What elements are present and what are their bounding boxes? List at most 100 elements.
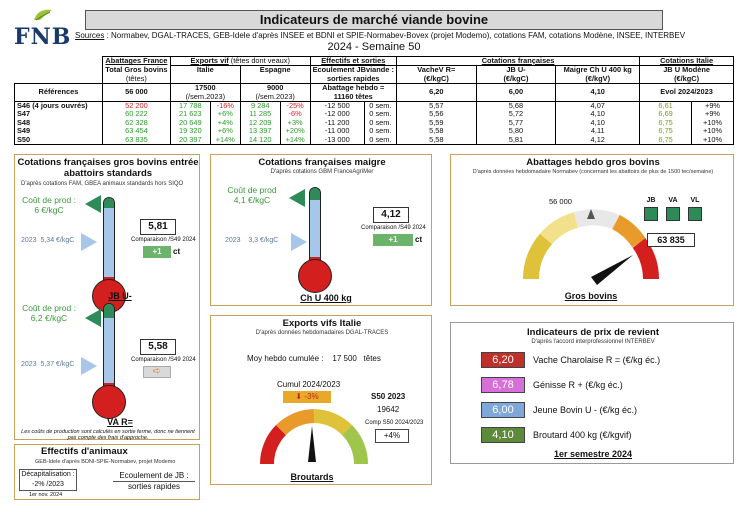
abat-value: 63 835 — [647, 233, 695, 247]
table-cell: 5,57 — [395, 101, 477, 111]
abat-gauge — [522, 209, 659, 285]
prix-row: 6,00 Jeune Bovin U - (€/kg éc.) — [481, 401, 637, 419]
prix-value: 6,20 — [481, 352, 525, 368]
col-cotit: Cotations Italie — [639, 55, 734, 66]
panel-exports-sub: D'après données hebdomadaires DGAL-TRACE… — [255, 330, 389, 336]
abat-tag: JB — [641, 197, 661, 221]
panel-gros-bovins: Cotations françaises gros bovins entrée … — [14, 154, 200, 441]
col-maigre: Maigre Ch U 400 kg — [555, 65, 641, 75]
col-ecoul-2: sorties rapides — [309, 74, 397, 84]
table-cell: 5,58 — [395, 126, 477, 136]
table-cell: 63 835 — [101, 135, 171, 146]
table-cell: 6,75 — [639, 135, 693, 146]
table-cell: +6% — [209, 126, 241, 136]
prix-label: Jeune Bovin U - (€/kg éc.) — [533, 405, 638, 415]
panel-gros-title: Cotations françaises gros bovins entrée … — [17, 157, 199, 179]
maigre-delta-unit: ct — [415, 235, 423, 244]
down-arrow-icon: ⬇ — [295, 392, 303, 401]
table-cell: 4,12 — [555, 135, 641, 146]
col-vache-unit: (€/kgC) — [395, 74, 477, 84]
maigre-cost-marker — [289, 189, 305, 207]
week-label: 2024 - Semaine 50 — [327, 41, 421, 53]
table-cell: 4,10 — [555, 110, 641, 119]
table-cell: 5,56 — [395, 110, 477, 119]
va-2023: 2023 5,37 €/kgC — [21, 361, 75, 368]
table-cell: 4,10 — [555, 118, 641, 128]
table-cell: +10% — [691, 126, 734, 136]
logo-text: FNB — [14, 24, 72, 50]
va-label: VA R= — [107, 417, 133, 427]
table-cell: 0 sem. — [363, 101, 397, 111]
prix-row: 6,20 Vache Charolaise R = (€/kg éc.) — [481, 351, 660, 369]
panel-abat-title: Abattages hebdo gros bovins — [526, 157, 660, 168]
panel-prix: Indicateurs de prix de revient D'après l… — [450, 322, 734, 464]
table-cell: +6% — [209, 110, 241, 119]
col-maigre-unit: (€/kgV) — [555, 74, 641, 84]
exports-s50-val: 19642 — [377, 405, 400, 414]
sources-text: : Normabev, DGAL-TRACES, GEB-Idele d'apr… — [104, 31, 686, 40]
panel-eff-sub: GEB-Idele d'après BDNI-SPIE-Normabev, pr… — [35, 459, 176, 465]
maigre-comp: Comparaison /S49 2024 — [361, 225, 426, 231]
table-cell: 4,07 — [555, 101, 641, 111]
exports-cumul-label: Cumul 2024/2023 — [277, 380, 341, 389]
va-cout: Coût de prod :6,2 €/kgC — [22, 303, 76, 323]
exports-label: Broutards — [290, 472, 334, 482]
table-cell: 4,11 — [555, 126, 641, 136]
table-cell: +10% — [691, 135, 734, 146]
exports-s50-label: S50 2023 — [371, 392, 406, 401]
va-cost-marker — [85, 309, 101, 327]
jb-thermo-tube — [103, 197, 115, 287]
col-italie: Italie — [169, 65, 241, 75]
col-effectifs: Effectifs et sorties — [309, 55, 397, 66]
table-cell: 62 328 — [101, 118, 171, 128]
table-cell: +14% — [279, 135, 311, 146]
prix-semestre: 1er semestre 2024 — [553, 449, 633, 459]
table-row: S50 63 835 20 397 +14% 14 120 +14% -13 000 0 se… — [14, 135, 734, 146]
abat-tag-label: VL — [690, 197, 700, 204]
col-total: Total Gros bovins — [101, 66, 171, 75]
jb-cout: Coût de prod :6 €/kgC — [22, 195, 76, 215]
maigre-2023-marker — [291, 233, 307, 251]
prix-row: 6,78 Génisse R + (€/kg éc.) — [481, 376, 623, 394]
table-cell: -16% — [209, 101, 241, 111]
col-jbmod-unit: (€/kgC) — [639, 74, 734, 84]
prix-label: Vache Charolaise R = (€/kg éc.) — [533, 355, 661, 365]
table-cell: +10% — [691, 118, 734, 128]
table-cell: +9% — [691, 110, 734, 119]
panel-gros-foot: Les coûts de production sont calculés en… — [21, 429, 195, 441]
table-cell: 20 397 — [169, 135, 211, 146]
jb-2023: 2023 5,34 €/kgC — [21, 237, 75, 244]
table-cell: 0 sem. — [363, 126, 397, 136]
abat-tag-label: VA — [668, 197, 678, 204]
abat-label: Gros bovins — [564, 291, 618, 301]
jb-delta: +1 — [143, 246, 171, 258]
maigre-2023: 2023 3,3 €/kgC — [225, 237, 279, 244]
leaf-icon — [34, 9, 52, 21]
panel-exports: Exports vifs Italie D'après données hebd… — [210, 315, 432, 485]
eff-decap: Décapitalisation : -2% /2023 — [19, 469, 77, 491]
va-2023-marker — [81, 357, 97, 375]
jb-label: JB U- — [108, 291, 132, 301]
table-cell: -13 000 — [309, 135, 365, 146]
table-cell: 60 222 — [101, 110, 171, 119]
table-cell: S50 — [14, 135, 103, 146]
table-cell: 5,59 — [395, 118, 477, 128]
table-cell: +14% — [209, 135, 241, 146]
table-row: S47 60 222 21 623 +6% 11 285 -6% -12 000 0 sem.… — [14, 110, 734, 119]
va-delta-arrow-icon: ➪ — [143, 366, 171, 378]
va-value: 5,58 — [140, 339, 176, 355]
va-thermo-tube — [103, 303, 115, 393]
references-row: Références 56 000 17500 (/sem.2023) 9000(… — [14, 83, 734, 103]
panel-abattages: Abattages hebdo gros bovins D'après donn… — [450, 154, 734, 306]
col-total-unit: (têtes) — [101, 74, 171, 84]
panel-gros-sub: D'après cotations FAM, GBEA animaux stan… — [21, 181, 184, 187]
panel-exports-title: Exports vifs Italie — [282, 318, 362, 329]
table-row: S48 62 328 20 649 +4% 12 209 +3% -11 200 0 sem.… — [14, 118, 734, 128]
abat-tag: VL — [685, 197, 705, 221]
panel-maigre-sub: D'après cotations GBM FranceAgriMer — [270, 169, 374, 175]
sources-label: Sources — [75, 31, 105, 40]
abat-ref: 56 000 — [549, 197, 572, 206]
va-thermo-bulb — [92, 385, 126, 419]
maigre-delta: +1 — [373, 234, 413, 246]
exports-gauge — [259, 409, 369, 465]
